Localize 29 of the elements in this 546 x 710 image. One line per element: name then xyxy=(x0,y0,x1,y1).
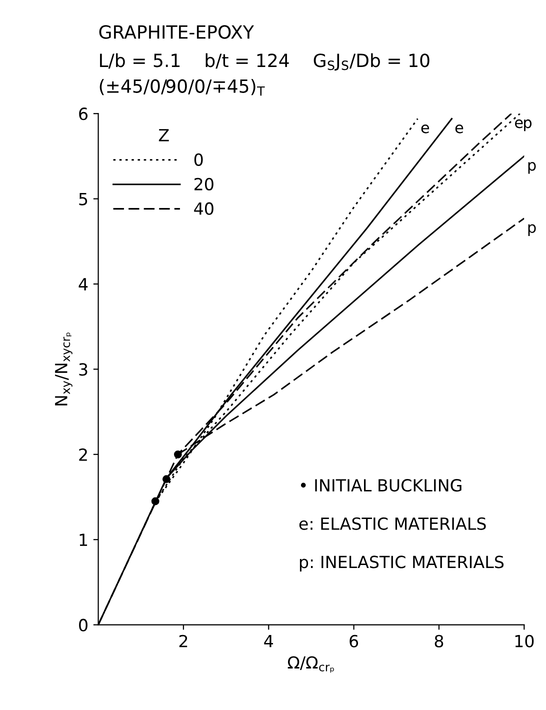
y-tick-label: 4 xyxy=(78,278,88,290)
x-tick-label: 6 xyxy=(350,634,358,648)
y-tick-label: 2 xyxy=(79,448,87,461)
y-tick-label: 0 xyxy=(79,618,88,632)
legend-label: 20 xyxy=(194,178,214,190)
annotation: p: INELASTIC MATERIALS xyxy=(300,556,504,572)
legend-title: Z xyxy=(158,129,169,142)
annotation: e: ELASTIC MATERIALS xyxy=(299,517,486,530)
annotation: e xyxy=(455,124,464,134)
legend-label: 40 xyxy=(194,202,214,215)
y-tick-label: 3 xyxy=(79,363,88,376)
annotation: p xyxy=(524,119,532,132)
x-tick-label: 2 xyxy=(179,634,188,648)
annotation: • INITIAL BUCKLING xyxy=(300,479,462,492)
x-tick-label: 10 xyxy=(515,634,534,648)
chart-title: GRAPHITE-EPOXY xyxy=(99,25,254,39)
y-tick-label: 5 xyxy=(79,192,88,206)
annotation: p xyxy=(528,162,536,174)
y-tick-label: 6 xyxy=(79,108,88,120)
legend-label: 0 xyxy=(194,153,203,166)
y-axis-title: N$_{xy}$/N$_{xycrₚ}$ xyxy=(55,332,72,406)
annotation: e xyxy=(421,124,430,134)
annotation: p xyxy=(528,224,536,236)
x-tick-label: 8 xyxy=(434,634,444,648)
x-axis-title: Ω/Ω$_{crₚ}$ xyxy=(288,656,334,673)
annotation: e xyxy=(515,119,523,128)
text: L/b = 5.1 b/t = 124 G$_{S}$J$_{S}$/Db = 10 (±45/0/90/0/∓45)$_{T}$ xyxy=(100,53,430,96)
x-tick-label: 4 xyxy=(264,635,273,648)
y-tick-label: 1 xyxy=(80,534,88,546)
